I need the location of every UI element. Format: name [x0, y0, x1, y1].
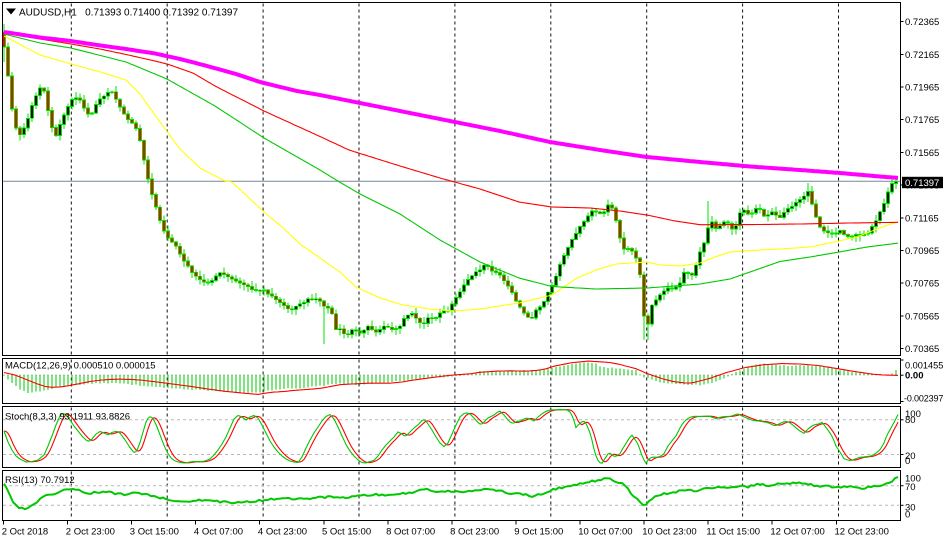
svg-text:0.00: 0.00	[905, 371, 924, 382]
svg-text:5 Oct 15:00: 5 Oct 15:00	[322, 527, 371, 538]
svg-text:10 Oct 23:00: 10 Oct 23:00	[642, 527, 696, 538]
svg-text:20: 20	[905, 451, 916, 462]
svg-text:70: 70	[905, 482, 916, 493]
svg-text:10 Oct 07:00: 10 Oct 07:00	[578, 527, 632, 538]
svg-text:3 Oct 15:00: 3 Oct 15:00	[130, 527, 179, 538]
svg-text:8 Oct 07:00: 8 Oct 07:00	[386, 527, 435, 538]
svg-text:0.71765: 0.71765	[905, 115, 939, 126]
svg-text:12 Oct 07:00: 12 Oct 07:00	[770, 527, 824, 538]
svg-text:0.71397: 0.71397	[905, 178, 939, 189]
svg-text:100: 100	[905, 473, 921, 484]
svg-text:Stoch(8,3,3) 93.1911 93.8826: Stoch(8,3,3) 93.1911 93.8826	[5, 412, 130, 423]
svg-text:30: 30	[905, 502, 916, 513]
svg-text:100: 100	[905, 409, 921, 420]
svg-text:4 Oct 23:00: 4 Oct 23:00	[258, 527, 307, 538]
svg-text:9 Oct 15:00: 9 Oct 15:00	[514, 527, 563, 538]
svg-text:2 Oct 2018: 2 Oct 2018	[2, 527, 48, 538]
svg-text:12 Oct 23:00: 12 Oct 23:00	[835, 527, 889, 538]
svg-text:0.70965: 0.70965	[905, 246, 939, 257]
svg-text:-0.002397: -0.002397	[904, 393, 943, 403]
svg-text:8 Oct 23:00: 8 Oct 23:00	[450, 527, 499, 538]
svg-text:0: 0	[905, 509, 910, 520]
svg-text:RSI(13) 70.7912: RSI(13) 70.7912	[5, 475, 75, 486]
svg-text:2 Oct 23:00: 2 Oct 23:00	[66, 527, 115, 538]
svg-text:0.71565: 0.71565	[905, 148, 939, 159]
svg-text:11 Oct 15:00: 11 Oct 15:00	[706, 527, 760, 538]
svg-text:AUDUSD,H1 0.71393 0.71400 0.: AUDUSD,H1 0.71393 0.71400 0.71392 0.7139…	[19, 8, 238, 19]
svg-text:0.71965: 0.71965	[905, 83, 939, 94]
svg-text:0.001455: 0.001455	[905, 360, 943, 370]
svg-text:0.72365: 0.72365	[905, 17, 939, 28]
svg-text:0.70565: 0.70565	[905, 311, 939, 322]
svg-text:0.70365: 0.70365	[905, 344, 939, 355]
svg-text:0: 0	[905, 456, 910, 467]
svg-text:MACD(12,26,9) 0.000510 0.00001: MACD(12,26,9) 0.000510 0.000015	[5, 361, 156, 372]
svg-text:80: 80	[905, 415, 916, 426]
svg-text:4 Oct 07:00: 4 Oct 07:00	[194, 527, 243, 538]
svg-text:0.72165: 0.72165	[905, 50, 939, 61]
svg-text:0.70765: 0.70765	[905, 279, 939, 290]
svg-text:0.71165: 0.71165	[905, 213, 939, 224]
